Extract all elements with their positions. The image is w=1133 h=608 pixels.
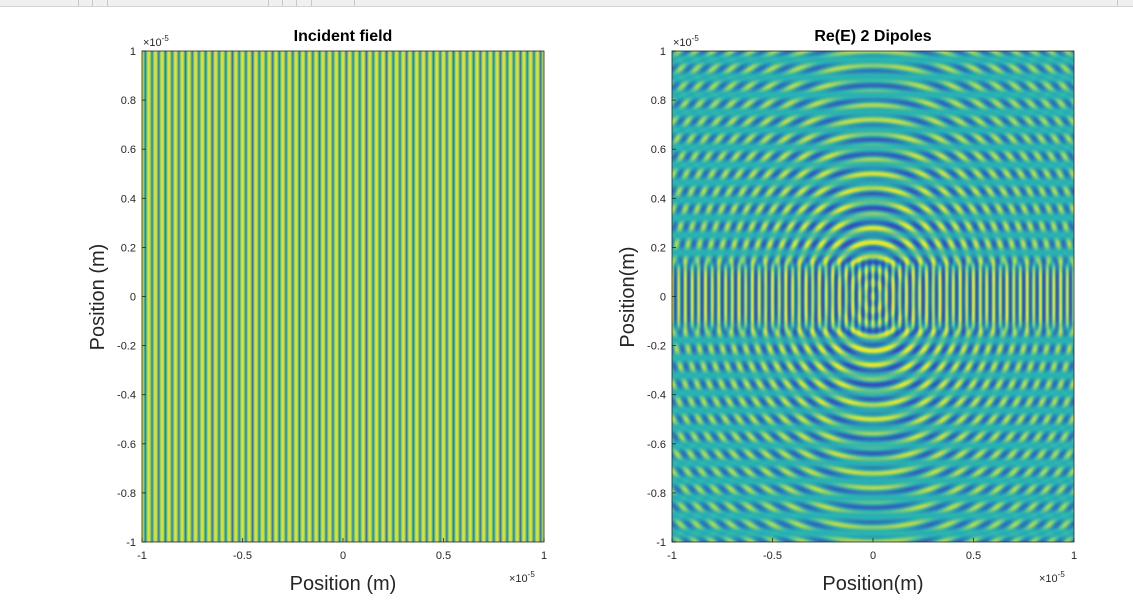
x-axis-label-incident: Position (m)	[290, 573, 397, 595]
y-tick-label: -1	[126, 537, 136, 549]
y-tick-label: -0.4	[647, 390, 666, 402]
y-tick-label: 0	[660, 292, 666, 304]
chart-title-dipoles: Re(E) 2 Dipoles	[814, 28, 931, 45]
y-tick-label: -0.2	[117, 341, 136, 353]
y-tick-label: 0.6	[651, 144, 666, 156]
y-tick-label: -0.8	[647, 488, 666, 500]
x-tick-label: -1	[137, 550, 147, 562]
y-tick-label: 0.2	[651, 242, 666, 254]
y-tick-label: -0.6	[647, 439, 666, 451]
heatmap-re-e-2-dipoles	[672, 51, 1074, 542]
x-exponent-incident: ×10-5	[509, 570, 535, 585]
x-tick-label: 1	[1071, 550, 1077, 562]
x-tick-label: 0.5	[436, 550, 451, 562]
y-exponent-incident: ×10-5	[143, 34, 169, 49]
y-tick-label: 0.8	[121, 95, 136, 107]
x-exponent-dipoles: ×10-5	[1039, 570, 1065, 585]
y-tick-label: 0.8	[651, 95, 666, 107]
x-tick-label: -1	[667, 550, 677, 562]
axis-ticks-dipoles: -1 -0.5 0 0.5 1 1 0.8 0.6 0.4 0.2 0 -0.2 -0.4 -0.6 -0.…	[647, 46, 1077, 562]
x-tick-label: 0.5	[966, 550, 981, 562]
y-tick-label: 0	[130, 292, 136, 304]
x-tick-label: -0.5	[233, 550, 252, 562]
y-axis-label-dipoles: Position(m)	[617, 246, 639, 347]
axes-incident-field: Incident field -1 -0.5 0 0.5 1 1 0.8 0.6 0.4 0.2 0…	[87, 28, 547, 595]
chart-title-incident: Incident field	[294, 28, 393, 45]
y-tick-label: -1	[656, 537, 666, 549]
y-tick-label: 0.6	[121, 144, 136, 156]
figure-toolbar-strip	[0, 0, 1133, 7]
y-tick-label: 0.2	[121, 242, 136, 254]
x-tick-label: 1	[541, 550, 547, 562]
y-tick-label: 1	[660, 46, 666, 58]
y-tick-label: 1	[130, 46, 136, 58]
x-axis-label-dipoles: Position(m)	[822, 573, 923, 595]
y-tick-label: 0.4	[651, 193, 666, 205]
axes-re-e-2-dipoles: Re(E) 2 Dipoles -1 -0.5 0 0.5 1 1 0.8 0.6 0.4 0.2…	[617, 28, 1077, 595]
x-tick-label: 0	[340, 550, 346, 562]
y-tick-label: 0.4	[121, 193, 136, 205]
y-axis-label-incident: Position (m)	[87, 244, 109, 351]
y-tick-label: -0.6	[117, 439, 136, 451]
y-exponent-dipoles: ×10-5	[673, 34, 699, 49]
y-tick-label: -0.4	[117, 390, 136, 402]
y-tick-label: -0.8	[117, 488, 136, 500]
x-tick-label: -0.5	[763, 550, 782, 562]
y-tick-label: -0.2	[647, 341, 666, 353]
x-tick-label: 0	[870, 550, 876, 562]
heatmap-incident-field	[142, 51, 544, 542]
axis-ticks-incident: -1 -0.5 0 0.5 1 1 0.8 0.6 0.4 0.2 0 -0.2 -0.4 -0.6 -0.…	[117, 46, 547, 562]
